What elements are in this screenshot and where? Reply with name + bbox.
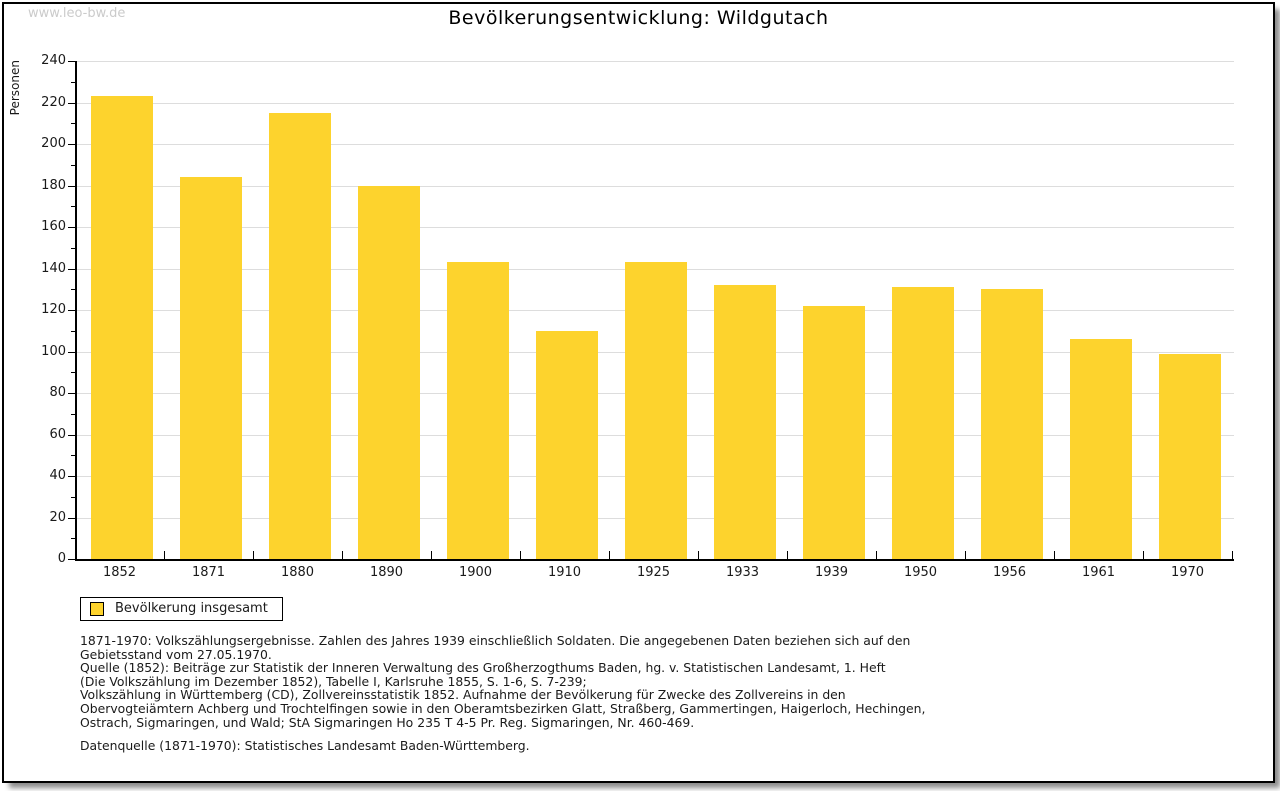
- x-axis-tick: [965, 551, 966, 559]
- y-axis-tick: [68, 351, 75, 353]
- x-axis-tick: [787, 551, 788, 559]
- legend: Bevölkerung insgesamt: [80, 597, 283, 621]
- y-tick-label: 160: [41, 219, 66, 234]
- y-tick-label: 40: [49, 468, 66, 483]
- x-tick-label: 1961: [1081, 565, 1116, 580]
- y-tick-label: 60: [49, 426, 66, 442]
- x-tick-label: 1880: [280, 565, 315, 580]
- footnote-line: Gebietsstand vom 27.05.1970.: [80, 646, 272, 662]
- bar: [1069, 339, 1132, 559]
- bar: [268, 112, 331, 559]
- y-tick-label: 20: [49, 509, 66, 525]
- x-axis-tick: [1232, 551, 1233, 559]
- x-axis-tick: [431, 551, 432, 559]
- y-axis-tick: [68, 268, 75, 270]
- bar: [535, 330, 598, 559]
- x-axis-tick: [1143, 551, 1144, 559]
- y-tick-label: 120: [41, 302, 66, 317]
- x-tick-label: 1970: [1170, 565, 1205, 580]
- y-axis-tick: [68, 102, 75, 104]
- y-tick-label: 240: [41, 53, 66, 68]
- y-tick-label: 80: [49, 385, 66, 400]
- bar: [802, 305, 865, 559]
- y-tick-label: 100: [41, 343, 66, 359]
- y-tick-label: 0: [57, 551, 66, 566]
- x-tick-label: 1890: [369, 565, 404, 580]
- bar: [891, 287, 954, 559]
- bar: [1158, 353, 1221, 559]
- footnotes: 1871-1970: Volkszählungsergebnisse. Zahl…: [80, 634, 925, 729]
- y-axis-tick: [68, 434, 75, 436]
- y-axis-minor-tick: [71, 372, 75, 374]
- x-tick-label: 1871: [191, 565, 226, 580]
- x-tick-label: 1939: [814, 565, 849, 580]
- y-axis-minor-tick: [71, 330, 75, 332]
- footnote-line: (Die Volkszählung im Dezember 1852), Tab…: [80, 673, 587, 689]
- y-tick-label: 220: [41, 94, 66, 110]
- gridline: [77, 227, 1234, 228]
- x-axis-tick: [342, 551, 343, 559]
- bar: [357, 185, 420, 559]
- bar: [179, 177, 242, 559]
- y-axis-minor-tick: [71, 538, 75, 540]
- x-axis-tick: [520, 551, 521, 559]
- x-axis-tick: [253, 551, 254, 559]
- plot-area: [75, 61, 1234, 561]
- y-axis-minor-tick: [71, 123, 75, 125]
- y-axis-minor-tick: [71, 164, 75, 166]
- legend-label: Bevölkerung insgesamt: [115, 601, 268, 616]
- y-axis-tick: [68, 227, 75, 228]
- footnote-line: Obervogteiämtern Achberg und Trochtelfin…: [80, 700, 926, 716]
- y-axis-tick: [68, 476, 75, 477]
- legend-swatch-icon: [90, 601, 104, 616]
- gridline: [77, 144, 1234, 145]
- x-tick-label: 1933: [725, 565, 760, 580]
- y-tick-label: 180: [41, 177, 66, 193]
- datasource-note: Datenquelle (1871-1970): Statistisches L…: [80, 738, 530, 753]
- y-axis-minor-tick: [71, 247, 75, 249]
- bar: [90, 96, 153, 559]
- gridline: [77, 102, 1234, 104]
- y-axis-minor-tick: [71, 81, 75, 83]
- bar: [713, 285, 776, 559]
- watermark: www.leo-bw.de: [28, 6, 126, 21]
- gridline: [77, 61, 1234, 62]
- y-tick-label: 140: [41, 260, 66, 276]
- x-tick-label: 1925: [636, 565, 671, 580]
- y-axis-minor-tick: [71, 206, 75, 208]
- bar: [624, 262, 687, 559]
- x-axis-tick: [698, 551, 699, 559]
- y-axis-tick: [68, 393, 75, 394]
- x-axis-tick: [1054, 551, 1055, 559]
- y-axis-tick: [68, 61, 75, 62]
- y-axis-tick: [68, 144, 75, 145]
- y-axis-minor-tick: [71, 289, 75, 291]
- footnote-line: Volkszählung in Württemberg (CD), Zollve…: [80, 687, 846, 703]
- gridline: [77, 185, 1234, 187]
- chart-title: Bevölkerungsentwicklung: Wildgutach: [448, 7, 829, 29]
- y-axis-tick: [68, 517, 75, 519]
- x-tick-label: 1900: [458, 565, 493, 580]
- y-axis-minor-tick: [71, 455, 75, 457]
- x-axis-tick: [876, 551, 877, 559]
- y-axis-tick: [68, 559, 75, 560]
- footnote-line: Ostrach, Sigmaringen, und Wald; StA Sigm…: [80, 714, 695, 730]
- y-axis-minor-tick: [71, 413, 75, 415]
- x-tick-label: 1852: [102, 565, 137, 580]
- y-axis-tick: [68, 310, 75, 311]
- x-tick-label: 1950: [903, 565, 938, 580]
- y-tick-label: 200: [41, 136, 66, 151]
- x-axis-tick: [164, 551, 165, 559]
- x-tick-label: 1956: [992, 565, 1027, 580]
- y-axis-tick: [68, 185, 75, 187]
- footnote-line: 1871-1970: Volkszählungsergebnisse. Zahl…: [80, 633, 911, 648]
- y-axis-title: Personen: [8, 60, 22, 116]
- x-axis-tick: [609, 551, 610, 559]
- bar: [446, 262, 509, 559]
- x-tick-label: 1910: [547, 565, 582, 580]
- footnote-line: Quelle (1852): Beiträge zur Statistik de…: [80, 660, 886, 676]
- bar: [980, 289, 1043, 559]
- y-axis-minor-tick: [71, 496, 75, 498]
